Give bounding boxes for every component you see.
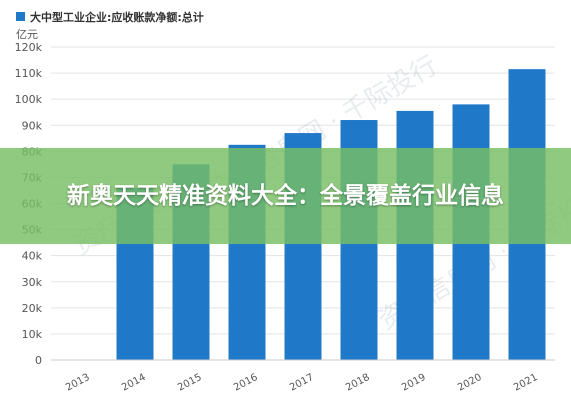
x-axis-ticks: 2013 2014 2015 2016 2017 2018 2019 2020 2021 <box>64 372 540 394</box>
promo-banner: 新奥天天精准资料大全：全景覆盖行业信息 <box>0 148 571 244</box>
banner-text: 新奥天天精准资料大全：全景覆盖行业信息 <box>67 182 504 209</box>
y-tick-label: 110k <box>15 67 43 80</box>
x-tick-label: 2014 <box>120 372 148 394</box>
x-tick-label: 2017 <box>288 372 316 394</box>
x-tick-label: 2018 <box>344 372 372 394</box>
x-tick-label: 2021 <box>512 372 540 394</box>
y-axis-unit: 亿元 <box>16 28 38 41</box>
y-tick-label: 20k <box>22 302 43 315</box>
x-tick-label: 2013 <box>64 372 92 394</box>
x-tick-label: 2019 <box>400 372 428 394</box>
x-tick-label: 2016 <box>232 372 260 394</box>
x-tick-label: 2020 <box>456 372 484 394</box>
y-tick-label: 90k <box>22 119 43 132</box>
legend-swatch <box>16 12 25 21</box>
x-tick-label: 2015 <box>176 372 204 394</box>
chart-legend: 大中型工业企业:应收账款净额:总计 <box>16 10 204 24</box>
y-tick-label: 30k <box>22 276 43 289</box>
chart-title: 大中型工业企业:应收账款净额:总计 <box>30 10 204 24</box>
y-tick-label: 0 <box>35 354 42 367</box>
y-tick-label: 10k <box>22 328 43 341</box>
y-tick-label: 100k <box>15 93 43 106</box>
y-tick-label: 120k <box>15 41 43 54</box>
y-tick-label: 40k <box>22 250 43 263</box>
